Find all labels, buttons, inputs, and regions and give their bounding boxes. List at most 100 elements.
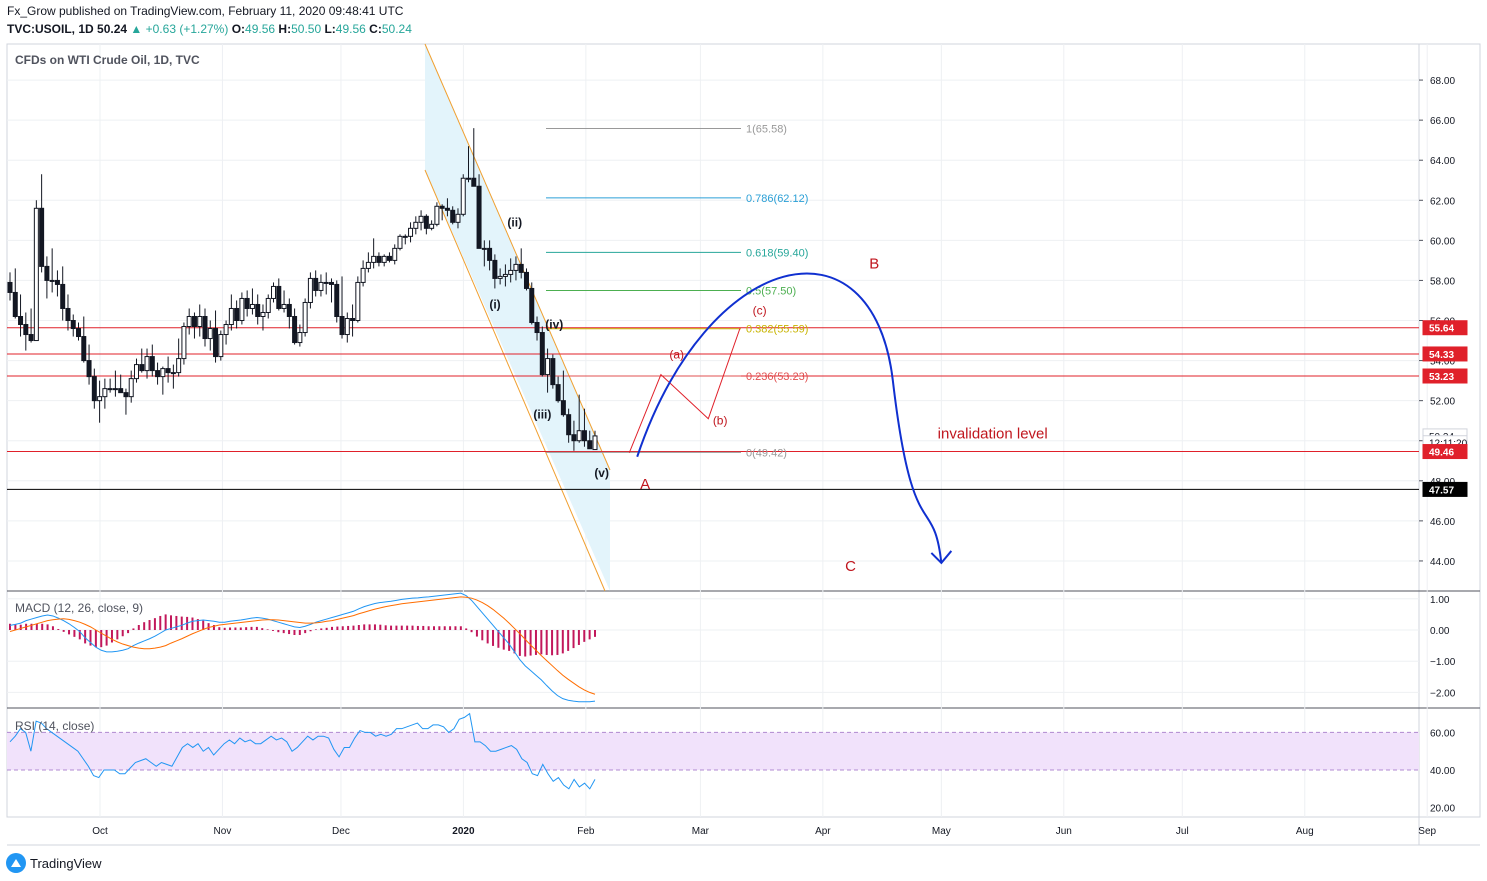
projection-arc [636, 272, 943, 564]
candle-body [139, 364, 145, 372]
candle-body [97, 396, 103, 402]
macd-tick-label: −2.00 [1430, 688, 1456, 699]
candle-body [244, 297, 250, 309]
tradingview-brand[interactable]: TradingView [6, 853, 102, 873]
price-tag [1422, 346, 1468, 362]
candle-body [434, 205, 440, 225]
candle-body [513, 263, 519, 271]
candle-body [587, 440, 593, 450]
candle-body [276, 285, 282, 309]
candle-body [223, 324, 229, 336]
time-tick-label: Jul [1176, 826, 1189, 837]
channel-upper-line [424, 43, 611, 471]
candle-body [228, 307, 234, 326]
candle-body [481, 247, 487, 250]
candle-body [76, 328, 82, 338]
candle-body [502, 273, 508, 277]
candle-body [207, 328, 213, 340]
last-price: 50.24 [97, 22, 128, 36]
macd-tick-label: −1.00 [1430, 657, 1456, 668]
chart-title: CFDs on WTI Crude Oil, 1D, TVC [15, 53, 200, 67]
candle-body [408, 227, 414, 237]
candle-body [44, 265, 50, 281]
up-arrow-icon: ▲ [130, 22, 143, 36]
chart-frame [6, 43, 1481, 818]
candle-body [49, 279, 55, 282]
candle-body [155, 370, 161, 378]
price-tag [1422, 444, 1468, 460]
candle-body [429, 223, 435, 229]
candle-body [571, 434, 577, 442]
wave-label: (b) [713, 414, 728, 428]
candle-body [260, 311, 266, 317]
brand-label: TradingView [30, 855, 102, 871]
rsi-tick-label: 60.00 [1430, 728, 1455, 739]
price-tick-label: 62.00 [1430, 196, 1455, 207]
price-tick-label: 68.00 [1430, 76, 1455, 87]
candle-body [191, 315, 197, 328]
candle-body [102, 388, 108, 398]
low-value: 49.56 [335, 22, 366, 36]
price-tag [1422, 481, 1468, 497]
candle-body [381, 255, 387, 263]
candle-body [466, 177, 472, 180]
candle-body [355, 281, 361, 322]
candle-body [160, 368, 166, 378]
rsi-band [7, 732, 1419, 771]
candle-body [218, 334, 224, 358]
candle-body [39, 207, 45, 267]
high-label: H: [278, 22, 292, 36]
time-tick-label: Nov [214, 826, 232, 837]
candle-body [33, 207, 39, 342]
price-tick-label: 64.00 [1430, 156, 1455, 167]
candle-body [581, 430, 587, 442]
candle-body [7, 281, 13, 293]
candle-body [255, 303, 261, 317]
candle-body [271, 285, 277, 299]
price-tick-label: 58.00 [1430, 276, 1455, 287]
candle-body [70, 320, 76, 330]
price-tag-label: 54.33 [1429, 350, 1454, 361]
candle-body [397, 235, 403, 249]
candle-body [202, 315, 208, 340]
candle-body [86, 360, 92, 378]
candle-body [123, 392, 129, 398]
fib-level-label: 1(65.58) [746, 124, 787, 136]
candle-body [170, 372, 176, 375]
price-tag [1422, 368, 1468, 384]
time-tick-label: Apr [815, 826, 831, 837]
candle-body [307, 277, 313, 303]
price-change: +0.63 (+1.27%) [145, 22, 229, 36]
candle-body [576, 430, 582, 442]
fib-level-label: 0(49.42) [746, 447, 787, 459]
wave-label: C [845, 558, 856, 575]
candle-body [413, 221, 419, 229]
candle-body [18, 315, 24, 326]
candle-body [297, 332, 303, 344]
candle-body [545, 358, 551, 376]
time-tick-label: Oct [92, 826, 108, 837]
wave-label: invalidation level [938, 426, 1048, 443]
candle-body [450, 209, 456, 223]
wave-label: (i) [489, 297, 500, 311]
candle-body [350, 318, 356, 322]
candle-body [476, 185, 482, 249]
price-tag [1422, 320, 1468, 336]
candle-body [518, 263, 524, 273]
candle-body [550, 358, 556, 386]
candle-body [339, 315, 345, 336]
symbol-name: TVC:USOIL, 1D [7, 22, 94, 36]
macd-tick-label: 0.00 [1430, 626, 1450, 637]
fib-level-label: 0.786(62.12) [746, 193, 808, 205]
candle-body [144, 356, 150, 372]
candle-body [418, 215, 424, 223]
candle-body [239, 297, 245, 322]
candle-body [133, 364, 139, 380]
candle-body [213, 328, 219, 358]
close-label: C: [369, 22, 382, 36]
tradingview-logo-icon [6, 853, 26, 873]
candle-body [176, 358, 182, 374]
rsi-tick-label: 20.00 [1430, 804, 1455, 815]
low-label: L: [324, 22, 336, 36]
